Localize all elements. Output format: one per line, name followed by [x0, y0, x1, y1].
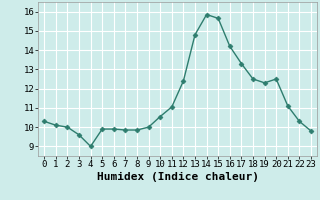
- X-axis label: Humidex (Indice chaleur): Humidex (Indice chaleur): [97, 172, 259, 182]
